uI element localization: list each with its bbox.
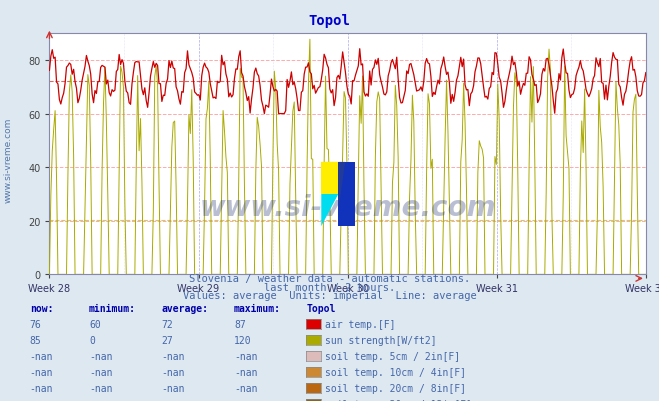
Text: minimum:: minimum:	[89, 303, 136, 313]
Text: maximum:: maximum:	[234, 303, 281, 313]
Text: -nan: -nan	[89, 383, 113, 393]
Bar	[322, 162, 338, 194]
Text: -nan: -nan	[161, 383, 185, 393]
Text: Values: average  Units: imperial  Line: average: Values: average Units: imperial Line: av…	[183, 290, 476, 300]
Text: 76: 76	[30, 319, 42, 329]
Text: now:: now:	[30, 303, 53, 313]
Bar	[338, 162, 355, 227]
Text: www.si-vreme.com: www.si-vreme.com	[3, 118, 13, 203]
Text: Topol: Topol	[306, 303, 336, 313]
Text: -nan: -nan	[30, 383, 53, 393]
Text: soil temp. 20cm / 8in[F]: soil temp. 20cm / 8in[F]	[325, 383, 466, 393]
Text: 60: 60	[89, 319, 101, 329]
Text: 27: 27	[161, 335, 173, 345]
Text: www.si-vreme.com: www.si-vreme.com	[200, 193, 496, 221]
Text: soil temp. 30cm / 12in[F]: soil temp. 30cm / 12in[F]	[325, 399, 472, 401]
Text: -nan: -nan	[161, 399, 185, 401]
Text: -nan: -nan	[161, 351, 185, 361]
Text: 72: 72	[161, 319, 173, 329]
Text: -nan: -nan	[161, 367, 185, 377]
Text: 85: 85	[30, 335, 42, 345]
Text: -nan: -nan	[234, 399, 258, 401]
Text: -nan: -nan	[89, 399, 113, 401]
Text: -nan: -nan	[30, 367, 53, 377]
Text: 0: 0	[89, 335, 95, 345]
Text: air temp.[F]: air temp.[F]	[325, 319, 395, 329]
Polygon shape	[338, 162, 345, 211]
Text: -nan: -nan	[89, 351, 113, 361]
Text: soil temp. 10cm / 4in[F]: soil temp. 10cm / 4in[F]	[325, 367, 466, 377]
Text: Topol: Topol	[308, 14, 351, 28]
Text: sun strength[W/ft2]: sun strength[W/ft2]	[325, 335, 436, 345]
Polygon shape	[322, 194, 338, 227]
Text: -nan: -nan	[234, 383, 258, 393]
Text: 87: 87	[234, 319, 246, 329]
Text: average:: average:	[161, 303, 208, 313]
Text: -nan: -nan	[89, 367, 113, 377]
Text: -nan: -nan	[30, 399, 53, 401]
Text: 120: 120	[234, 335, 252, 345]
Text: soil temp. 5cm / 2in[F]: soil temp. 5cm / 2in[F]	[325, 351, 460, 361]
Text: Slovenia / weather data - automatic stations.: Slovenia / weather data - automatic stat…	[189, 273, 470, 284]
Text: -nan: -nan	[234, 351, 258, 361]
Text: -nan: -nan	[234, 367, 258, 377]
Text: last month / 2 hours.: last month / 2 hours.	[264, 282, 395, 292]
Text: -nan: -nan	[30, 351, 53, 361]
Polygon shape	[322, 162, 338, 194]
